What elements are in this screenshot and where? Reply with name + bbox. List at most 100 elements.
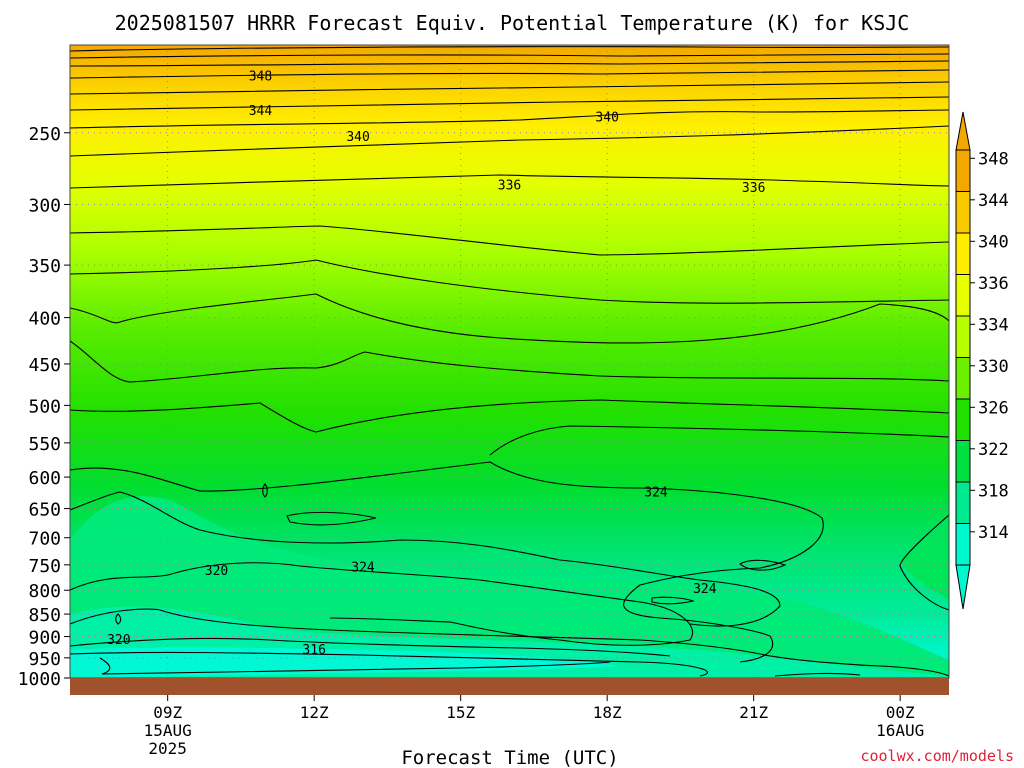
colorbar-label: 318 [978,481,1009,501]
contour-342 [70,96,949,111]
chart-title: 2025081507 HRRR Forecast Equiv. Potentia… [115,11,910,35]
contour-label: 336 [498,178,521,193]
y-tick-label: 500 [28,396,61,417]
contour-318 [70,608,949,677]
colorbar-label: 340 [978,232,1009,252]
y-tick-label: 450 [28,355,61,376]
contour-324 [70,461,824,663]
y-tick-label: 950 [28,649,61,670]
contour-326 [70,399,949,433]
contour-lines [70,46,949,677]
colorbar-label: 348 [978,149,1009,169]
x-tick-label: 00Z [886,703,915,722]
colorbar: 348 344 340 336 334 330 326 322 318 314 [955,111,1009,610]
contour-340 [70,109,949,129]
contour-label: 320 [205,564,228,579]
y-tick-label: 350 [28,256,61,277]
contour-315 [70,651,708,677]
y-tick-label: 750 [28,556,61,577]
contour-label: 348 [249,69,272,84]
y-tick-label: 600 [28,468,61,489]
colorbar-segment [955,481,971,524]
colorbar-label: 336 [978,274,1009,294]
contour-pocket-b [651,596,695,605]
contour-320 [70,562,694,646]
colorbar-top-arrow [955,111,971,151]
x-tick-date: 15AUG [144,721,192,740]
contour-pocket-f [774,672,861,677]
colorbar-label: 330 [978,357,1009,377]
x-tick-label: 15Z [446,703,475,722]
y-tick-label: 850 [28,605,61,626]
contour-348 [70,60,949,67]
colorbar-label: 344 [978,191,1009,211]
plot-area: 348 344 340 340 336 336 324 320 324 324 320 316 [69,44,950,695]
y-axis: 2503003504004505005506006507007508008509… [18,124,70,690]
contour-350 [70,53,949,59]
field-detail [70,496,949,678]
x-tick-label: 12Z [300,703,329,722]
credit-text: coolwx.com/models [860,747,1014,765]
y-tick-label: 400 [28,309,61,330]
contour-label: 320 [107,633,130,648]
contour-label: 336 [742,181,765,196]
x-tick-label: 09Z [153,703,182,722]
contour-323 [899,514,949,611]
contour-332 [70,259,949,304]
colorbar-label: 314 [978,523,1009,543]
colorbar-segment [955,232,971,275]
colorbar-segment [955,149,971,192]
warm-pocket-east [900,515,949,600]
contour-334 [70,225,949,256]
y-tick-label: 650 [28,500,61,521]
colorbar-segment [955,357,971,400]
x-axis-label: Forecast Time (UTC) [401,747,618,768]
colorbar-label: 334 [978,315,1009,335]
contour-label: 324 [351,560,375,575]
y-tick-label: 250 [28,124,61,145]
cool-pocket-lower [70,647,620,678]
colorbar-bottom-arrow [955,564,971,610]
x-tick-label: 21Z [739,703,768,722]
y-tick-label: 800 [28,581,61,602]
x-tick-label: 18Z [593,703,622,722]
contour-pocket-a [286,511,377,526]
contour-label: 340 [595,111,618,126]
grid-lines [70,45,949,678]
contour-330 [70,293,949,344]
contour-label: 324 [693,582,717,597]
y-tick-label: 300 [28,195,61,216]
colorbar-segment [955,523,971,566]
contour-label: 316 [302,643,325,658]
contour-346 [70,69,949,79]
contour-352 [70,46,949,52]
y-tick-label: 700 [28,529,61,550]
colorbar-segment [955,191,971,234]
contour-label: 344 [249,104,273,119]
colorbar-label: 322 [978,440,1009,460]
y-tick-label: 550 [28,434,61,455]
contour-316 [70,637,671,657]
contour-label: 324 [644,485,668,500]
contour-314 [99,657,611,675]
colorbar-segment [955,274,971,317]
contour-322 [70,491,781,627]
contour-344 [70,81,949,95]
contour-325 [489,425,949,456]
contour-labels: 348 344 340 340 336 336 324 320 324 324 320 316 [107,69,765,658]
surface-terrain [70,678,949,695]
contour-328 [70,340,949,383]
contour-338 [70,125,949,157]
colorbar-segment [955,440,971,483]
contour-label: 340 [346,130,369,145]
colorbar-label: 326 [978,398,1009,418]
contour-pocket-d [115,613,122,625]
contour-336 [70,174,949,189]
colorbar-segment [955,398,971,441]
y-tick-label: 900 [28,628,61,649]
contour-pocket-e [739,559,787,571]
y-tick-label: 1000 [18,669,61,690]
contour-pocket-c [262,483,268,498]
